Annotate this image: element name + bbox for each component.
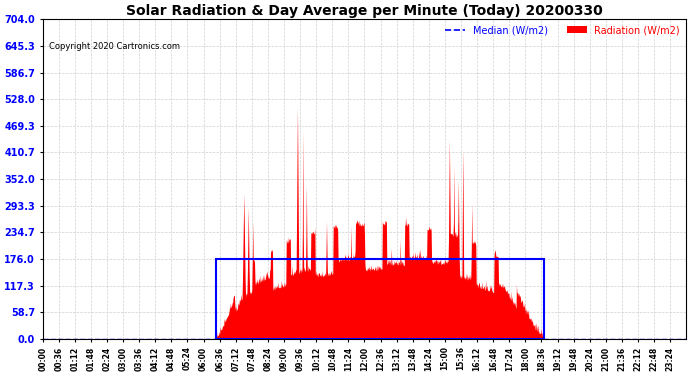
Bar (216, 259, 544, 339)
Title: Solar Radiation & Day Average per Minute (Today) 20200330: Solar Radiation & Day Average per Minute… (126, 4, 602, 18)
Text: Copyright 2020 Cartronics.com: Copyright 2020 Cartronics.com (49, 42, 180, 51)
Legend: Median (W/m2), Radiation (W/m2): Median (W/m2), Radiation (W/m2) (442, 21, 684, 39)
